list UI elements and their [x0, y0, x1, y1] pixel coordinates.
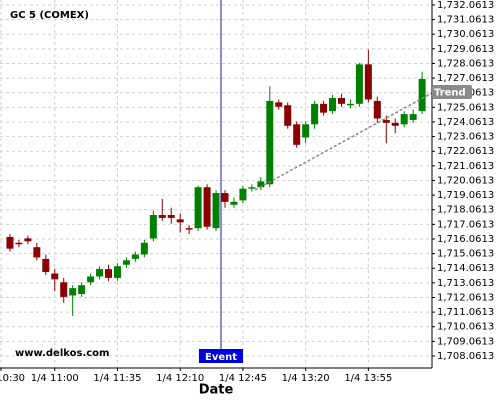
trend-label: Trend: [434, 88, 466, 99]
candle-body: [212, 193, 220, 229]
candles: [6, 49, 426, 316]
y-tick-label: 1,729.0613: [437, 44, 494, 55]
y-tick-label: 1,727.0613: [437, 73, 494, 84]
candle-body: [364, 64, 372, 100]
candle-body: [15, 242, 23, 245]
y-tick-label: 1,722.0613: [437, 146, 494, 157]
candle-body: [140, 242, 148, 255]
candle-body: [346, 103, 354, 106]
candle-body: [105, 269, 113, 278]
y-tick-label: 1,713.0613: [437, 278, 494, 289]
y-tick-label: 1,711.0613: [437, 307, 494, 318]
candle-body: [113, 266, 121, 278]
candle-body: [293, 124, 301, 145]
y-tick-label: 1,721.0613: [437, 161, 494, 172]
y-tick-label: 1,730.0613: [437, 29, 494, 40]
y-tick-label: 1,710.0613: [437, 322, 494, 333]
event-box: [199, 349, 243, 363]
candle-body: [122, 260, 130, 265]
candle-body: [266, 100, 274, 185]
candle-body: [33, 247, 41, 258]
y-tick-label: 1,712.0613: [437, 292, 494, 303]
trend-line: [254, 92, 433, 191]
candle-body: [284, 105, 292, 126]
watermark: www.delkos.com: [15, 348, 109, 359]
y-tick-label: 1,716.0613: [437, 234, 494, 245]
y-tick-label: 1,720.0613: [437, 175, 494, 186]
candle-body: [355, 64, 363, 104]
candle-body: [87, 276, 95, 283]
candle-body: [149, 215, 157, 239]
candle-body: [158, 215, 166, 218]
x-axis-title: Date: [199, 383, 234, 398]
candle-body: [176, 219, 184, 223]
x-tick-label: 1/4 12:45: [219, 373, 267, 384]
x-tick-label: 1/4 13:20: [282, 373, 330, 384]
candle-body: [409, 114, 417, 120]
candle-body: [60, 282, 68, 297]
y-tick-label: 1,719.0613: [437, 190, 494, 201]
candle-body: [373, 100, 381, 119]
candle-body: [96, 269, 104, 277]
candle-body: [131, 254, 139, 259]
candle-body: [42, 258, 50, 273]
candle-body: [185, 228, 193, 230]
x-tick-label: 1/4 11:35: [93, 373, 141, 384]
candle-body: [167, 215, 175, 218]
x-tick-label: 1/4 13:55: [344, 373, 392, 384]
y-tick-label: 1,732.0613: [437, 0, 494, 11]
grid: [0, 0, 432, 368]
candle-body: [418, 78, 426, 112]
y-tick-label: 1,728.0613: [437, 58, 494, 69]
y-tick-label: 1,724.0613: [437, 117, 494, 128]
candle-body: [78, 285, 86, 294]
candle-body: [248, 187, 256, 189]
candle-body: [337, 97, 345, 104]
y-tick-label: 1,723.0613: [437, 132, 494, 143]
x-tick-label: 1/4 10:30: [0, 373, 25, 384]
candle-body: [203, 187, 211, 227]
x-tick-label: 1/4 11:00: [31, 373, 79, 384]
x-tick-label: 1/4 12:10: [156, 373, 204, 384]
candle-body: [51, 273, 59, 280]
y-tick-label: 1,725.0613: [437, 102, 494, 113]
y-tick-label: 1,715.0613: [437, 249, 494, 260]
candle-body: [275, 102, 283, 107]
candle-body: [329, 97, 337, 112]
event-label: Event: [205, 352, 237, 363]
candle-body: [400, 114, 408, 125]
candle-body: [382, 119, 390, 123]
candle-body: [230, 201, 238, 205]
candle-body: [24, 238, 32, 242]
y-tick-label: 1,731.0613: [437, 15, 494, 26]
candle-body: [69, 288, 77, 296]
trend-box: [432, 85, 472, 99]
y-tick-label: 1,708.0613: [437, 351, 494, 362]
candle-body: [239, 188, 247, 201]
candle-body: [221, 193, 229, 202]
candle-body: [194, 187, 202, 229]
candle-body: [257, 181, 265, 188]
candle-body: [391, 122, 399, 126]
candle-body: [320, 103, 328, 113]
chart-title: GC 5 (COMEX): [10, 10, 89, 21]
y-tick-label: 1,709.0613: [437, 336, 494, 347]
candle-body: [6, 236, 14, 249]
y-tick-label: 1,714.0613: [437, 263, 494, 274]
candle-body: [311, 103, 319, 125]
y-tick-label: 1,718.0613: [437, 205, 494, 216]
y-tick-label: 1,717.0613: [437, 219, 494, 230]
candle-body: [302, 124, 310, 138]
